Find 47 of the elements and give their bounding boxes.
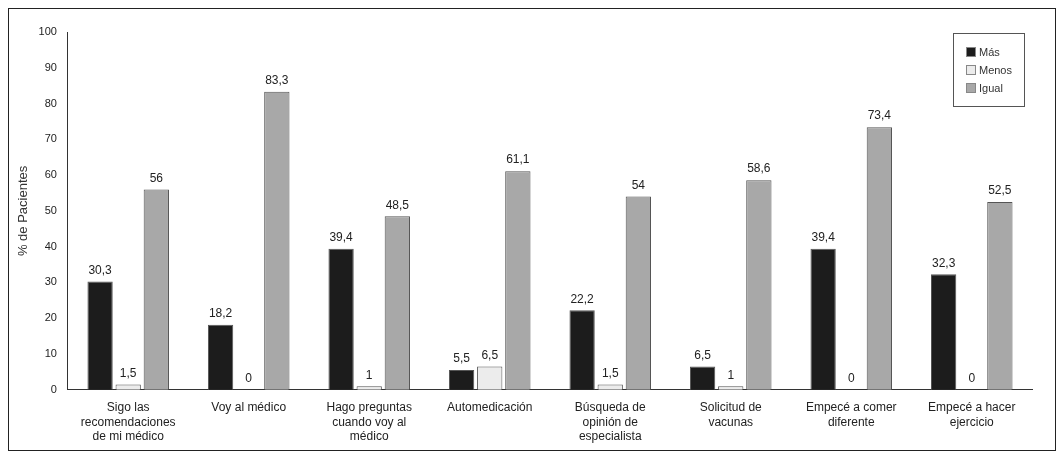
data-label: 39,4 xyxy=(811,230,836,245)
data-label: 54 xyxy=(631,177,646,192)
legend-label: Más xyxy=(978,46,1000,58)
data-label: 5,5 xyxy=(453,351,471,366)
y-tick-label: 0 xyxy=(50,382,57,395)
data-label: 58,6 xyxy=(747,161,771,176)
data-label: 61,1 xyxy=(506,152,530,167)
x-tick-label: Hago preguntas cuando voy al médico xyxy=(326,400,412,444)
data-label: 73,4 xyxy=(867,108,892,123)
x-tick-label: Empecé a hacer ejercicio xyxy=(928,400,1016,429)
data-label: 6,5 xyxy=(694,347,712,362)
data-label: 56 xyxy=(149,170,164,185)
legend-label: Igual xyxy=(978,82,1003,94)
data-label: 32,3 xyxy=(931,255,956,270)
y-tick-label: 20 xyxy=(44,311,57,324)
y-tick-label: 90 xyxy=(44,60,57,73)
y-tick-label: 100 xyxy=(38,25,57,38)
y-tick-label: 60 xyxy=(44,168,57,181)
data-label: 0 xyxy=(968,371,976,386)
y-tick-label: 10 xyxy=(44,347,57,360)
x-tick-label: Empecé a comer diferente xyxy=(805,400,897,429)
data-label: 48,5 xyxy=(385,197,410,212)
data-label: 1,5 xyxy=(119,365,137,380)
x-tick-label: Voy al médico xyxy=(211,400,287,415)
y-tick-label: 30 xyxy=(44,275,57,288)
data-label: 1 xyxy=(727,367,735,382)
data-label: 1 xyxy=(365,367,373,382)
data-label: 6,5 xyxy=(481,347,499,362)
data-label: 1,5 xyxy=(601,365,619,380)
x-tick-label: Automedicación xyxy=(447,400,533,415)
y-tick-label: 70 xyxy=(44,132,57,145)
y-tick-label: 50 xyxy=(44,203,57,216)
x-tick-label: Búsqueda de opinión de especialista xyxy=(574,400,646,444)
data-label: 0 xyxy=(245,371,253,386)
legend-label: Menos xyxy=(978,64,1012,76)
y-axis-title: % de Pacientes xyxy=(15,165,31,257)
data-label: 22,2 xyxy=(570,291,595,306)
data-label: 52,5 xyxy=(988,183,1012,198)
data-label: 18,2 xyxy=(208,305,233,320)
y-tick-label: 80 xyxy=(44,96,57,109)
data-label: 83,3 xyxy=(265,73,289,88)
data-label: 0 xyxy=(847,371,855,386)
data-label: 30,3 xyxy=(88,262,113,277)
data-label: 39,4 xyxy=(329,230,354,245)
x-tick-label: Sigo las recomendaciones de mi médico xyxy=(80,400,176,444)
y-tick-label: 40 xyxy=(44,239,57,252)
x-tick-label: Solicitud de vacunas xyxy=(699,400,763,429)
